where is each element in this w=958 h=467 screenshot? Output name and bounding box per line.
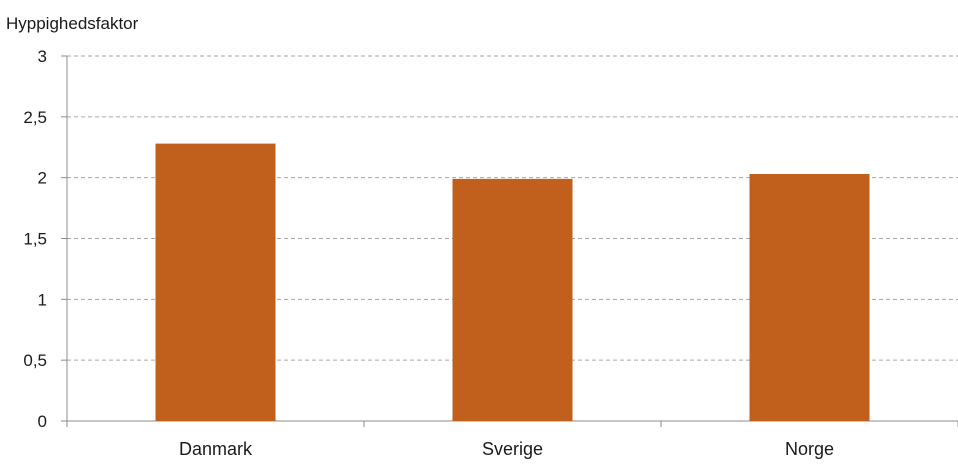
y-tick-label: 2,5: [23, 108, 47, 127]
bar-sverige: [452, 178, 573, 421]
bar-danmark: [155, 143, 276, 421]
y-tick-label: 3: [38, 47, 47, 66]
x-tick-label: Sverige: [482, 439, 543, 459]
bar-norge: [749, 174, 870, 421]
y-tick-label: 0,5: [23, 351, 47, 370]
x-tick-label: Norge: [785, 439, 834, 459]
y-tick-label: 2: [38, 169, 47, 188]
y-tick-label: 0: [38, 412, 47, 431]
y-tick-label: 1,5: [23, 230, 47, 249]
y-tick-label: 1: [38, 290, 47, 309]
x-tick-label: Danmark: [179, 439, 253, 459]
y-axis-title: Hyppighedsfaktor: [6, 14, 139, 33]
